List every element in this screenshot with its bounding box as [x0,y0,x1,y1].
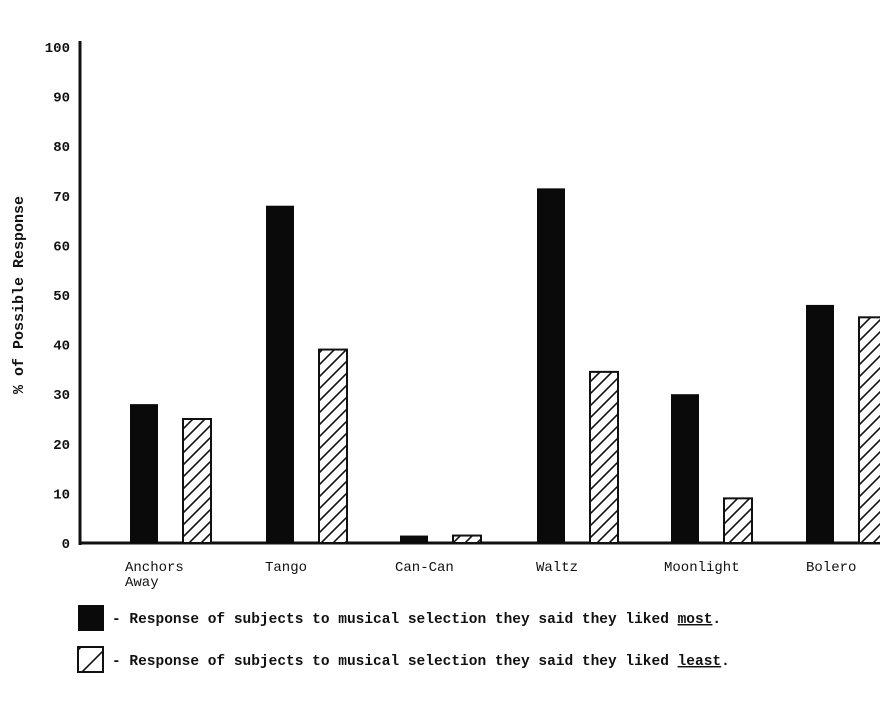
legend-swatch-most [78,605,104,631]
bar-least [182,418,212,544]
legend-label: - Response of subjects to musical select… [112,612,721,628]
bar-most [806,304,834,543]
y-tick-label: 30 [53,388,70,404]
bar-most [266,205,294,543]
bar-most [400,535,428,543]
category-label: Moonlight [664,560,740,576]
y-tick-label: 100 [45,41,70,57]
bar-least [318,348,348,544]
y-tick-label: 20 [53,438,70,454]
bar-most [537,188,565,544]
category-label: Anchors [125,560,184,576]
y-tick-label: 80 [53,140,70,156]
legend-label: - Response of subjects to musical select… [112,654,730,670]
bars [130,188,880,544]
bar-least [858,316,880,544]
legend-swatch-least [77,646,104,673]
category-label: Waltz [536,560,578,576]
category-label: Bolero [806,560,856,576]
bar-most [671,394,699,543]
bar-least [589,370,619,544]
y-tick-label: 70 [53,190,70,206]
y-tick-label: 50 [53,289,70,305]
category-label: Away [125,575,159,591]
bar-least [723,497,753,544]
y-axis-label: % of Possible Response [11,196,28,394]
category-label: Can-Can [395,560,454,576]
category-label: Tango [265,560,307,576]
y-tick-label: 10 [53,487,70,503]
legend: - Response of subjects to musical select… [77,605,730,673]
y-tick-label: 60 [53,239,70,255]
y-tick-label: 90 [53,91,70,107]
y-tick-label: 0 [62,537,70,553]
bar-most [130,404,158,543]
bar-least [452,534,482,544]
y-tick-label: 40 [53,339,70,355]
